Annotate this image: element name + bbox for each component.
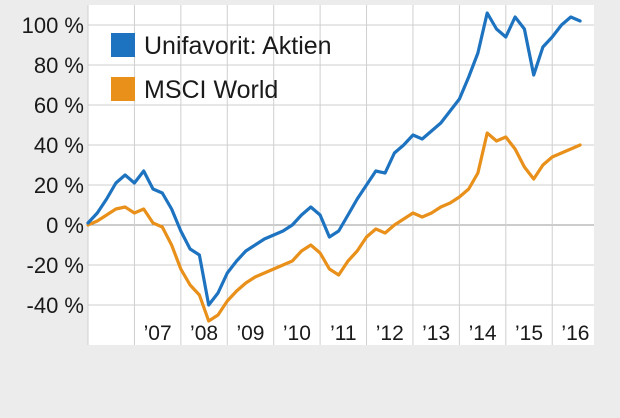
legend: Unifavorit: Aktien MSCI World: [111, 32, 332, 104]
y-tick-label: 60 %: [34, 93, 84, 118]
x-tick-label: ’11: [330, 322, 356, 345]
legend-swatch: [111, 77, 135, 101]
x-tick-label: ’13: [422, 322, 450, 345]
legend-label: Unifavorit: Aktien: [144, 32, 332, 60]
x-tick-label: ’07: [144, 322, 172, 345]
y-tick-label: -20 %: [27, 253, 84, 278]
x-tick-label: ’15: [515, 322, 543, 345]
plot-area: [88, 5, 594, 345]
x-tick-label: ’14: [469, 322, 497, 345]
x-tick-label: ’12: [376, 322, 404, 345]
y-tick-label: 20 %: [34, 173, 84, 198]
y-tick-label: 0 %: [46, 213, 84, 238]
y-axis-ticks: -40 % -20 % 0 % 20 % 40 % 60 % 80 % 100 %: [22, 13, 84, 318]
series-line-0: [86, 11, 582, 307]
legend-label: MSCI World: [144, 76, 278, 104]
x-tick-label: ’09: [236, 322, 264, 345]
legend-swatch: [111, 33, 135, 57]
y-tick-label: 40 %: [34, 133, 84, 158]
x-tick-label: ’16: [561, 322, 589, 345]
series-layer: [86, 11, 582, 323]
x-tick-label: ’10: [283, 322, 311, 345]
y-tick-label: 80 %: [34, 53, 84, 78]
y-tick-label: 100 %: [22, 13, 84, 38]
x-tick-label: ’08: [190, 322, 218, 345]
series-line-1: [86, 131, 582, 323]
y-tick-label: -40 %: [27, 293, 84, 318]
x-axis-ticks: ’07 ’08 ’09 ’10 ’11 ’12 ’13 ’14 ’15 ’16: [144, 322, 590, 345]
